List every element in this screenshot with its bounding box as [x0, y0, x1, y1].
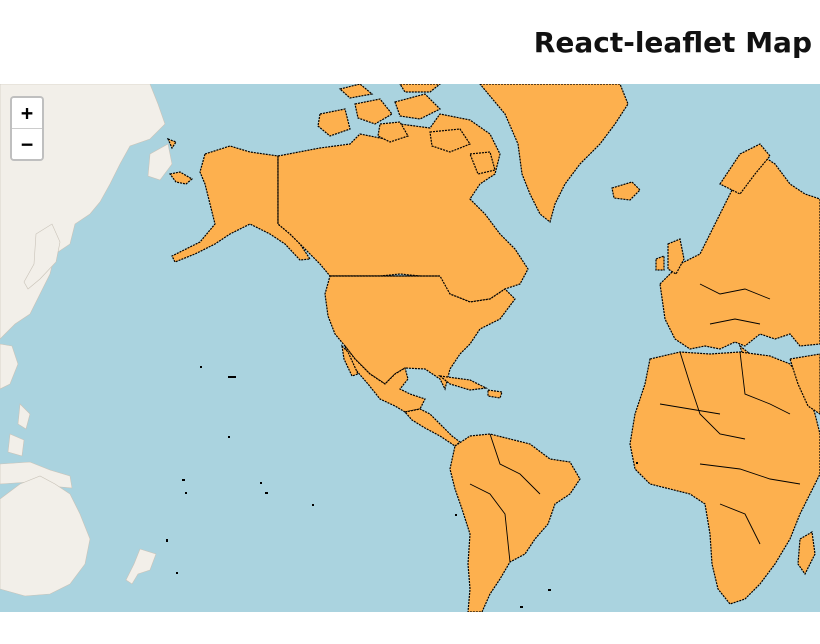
- country-shapes[interactable]: [166, 84, 820, 612]
- country-canada: [277, 113, 529, 303]
- islands: [166, 366, 638, 608]
- country-greenland: [479, 84, 629, 224]
- zoom-out-button[interactable]: −: [12, 128, 42, 159]
- country-mexico: [344, 345, 426, 413]
- map-container[interactable]: + −: [0, 84, 820, 612]
- zoom-control: + −: [10, 96, 44, 161]
- country-europe: [659, 153, 820, 350]
- map-canvas[interactable]: [0, 84, 820, 612]
- zoom-in-button[interactable]: +: [12, 98, 42, 128]
- page-title: React-leaflet Map: [533, 26, 812, 59]
- country-south-america: [449, 433, 581, 612]
- country-central-america: [403, 408, 461, 447]
- country-africa: [629, 351, 820, 605]
- country-borders: [277, 156, 801, 563]
